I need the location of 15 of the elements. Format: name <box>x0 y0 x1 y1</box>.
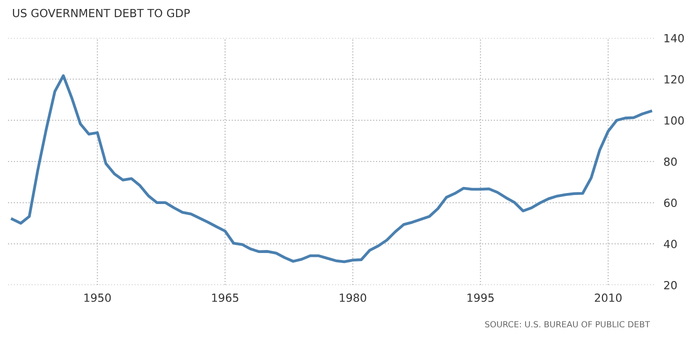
x-tick-label: 1965 <box>212 294 238 302</box>
y-tick-label: 20 <box>664 280 677 290</box>
y-tick-label: 140 <box>664 34 684 42</box>
source-note: SOURCE: U.S. BUREAU OF PUBLIC DEBT <box>485 321 650 328</box>
line-series <box>10 74 652 264</box>
y-tick-label: 80 <box>664 157 677 166</box>
y-tick-label: 100 <box>664 116 684 125</box>
y-tick-label: 40 <box>664 240 677 248</box>
x-tick-label: 1995 <box>468 294 494 302</box>
y-tick-label: 60 <box>664 198 677 208</box>
chart-title: US GOVERNMENT DEBT TO GDP <box>12 8 190 18</box>
x-tick-label: 1950 <box>84 294 111 302</box>
x-tick-label: 1980 <box>340 294 366 302</box>
y-tick-label: 120 <box>664 75 684 84</box>
x-tick-label: 2010 <box>594 294 622 302</box>
